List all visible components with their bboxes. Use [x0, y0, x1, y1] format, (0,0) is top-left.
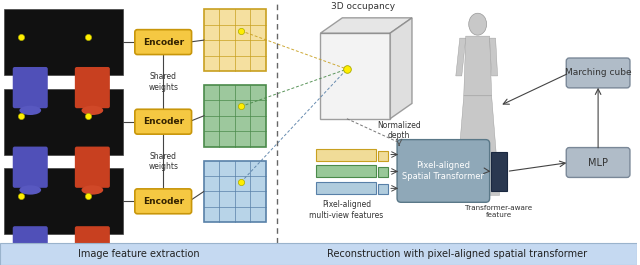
FancyBboxPatch shape	[566, 58, 630, 88]
Text: Marching cube: Marching cube	[564, 68, 632, 77]
FancyBboxPatch shape	[135, 109, 191, 134]
Text: Encoder: Encoder	[143, 38, 184, 47]
FancyBboxPatch shape	[75, 67, 110, 108]
Bar	[204, 9, 266, 71]
FancyBboxPatch shape	[135, 30, 191, 55]
FancyBboxPatch shape	[135, 189, 191, 214]
Text: Normalized
depth: Normalized depth	[377, 121, 421, 140]
Bar	[4, 89, 124, 154]
Polygon shape	[321, 18, 412, 33]
Bar	[204, 85, 266, 147]
Text: Shared
weights: Shared weights	[148, 152, 178, 171]
Text: 3D occupancy: 3D occupancy	[332, 2, 396, 11]
Bar	[491, 152, 506, 191]
Ellipse shape	[81, 185, 103, 195]
Bar	[316, 149, 376, 161]
Bar	[4, 9, 124, 75]
Polygon shape	[456, 38, 466, 76]
FancyBboxPatch shape	[13, 147, 48, 188]
Text: Encoder: Encoder	[143, 117, 184, 126]
Polygon shape	[456, 96, 500, 195]
Text: Transformer-aware
feature: Transformer-aware feature	[465, 205, 532, 218]
Text: Shared
weights: Shared weights	[148, 72, 178, 92]
Polygon shape	[390, 18, 412, 119]
Text: Pixel-aligned
multi-view features: Pixel-aligned multi-view features	[309, 200, 383, 220]
FancyBboxPatch shape	[75, 147, 110, 188]
Polygon shape	[464, 36, 492, 96]
FancyBboxPatch shape	[566, 148, 630, 178]
Text: MLP: MLP	[588, 157, 608, 167]
Polygon shape	[490, 38, 497, 76]
Bar	[378, 184, 388, 194]
Text: Pixel-aligned
Spatial Transformer: Pixel-aligned Spatial Transformer	[403, 161, 484, 181]
Polygon shape	[321, 33, 390, 119]
Bar	[378, 151, 388, 161]
Bar	[4, 169, 124, 234]
Bar	[204, 161, 266, 222]
Bar	[378, 167, 388, 178]
Ellipse shape	[468, 13, 486, 35]
FancyBboxPatch shape	[397, 140, 490, 202]
FancyBboxPatch shape	[75, 226, 110, 265]
Bar	[316, 182, 376, 194]
Bar	[0, 243, 637, 265]
FancyBboxPatch shape	[13, 226, 48, 265]
Ellipse shape	[81, 106, 103, 115]
Ellipse shape	[19, 185, 41, 195]
Text: Encoder: Encoder	[143, 197, 184, 206]
Text: Reconstruction with pixel-aligned spatial transformer: Reconstruction with pixel-aligned spatia…	[327, 249, 587, 259]
Bar	[316, 165, 376, 178]
Text: Image feature extraction: Image feature extraction	[77, 249, 199, 259]
Ellipse shape	[19, 106, 41, 115]
FancyBboxPatch shape	[13, 67, 48, 108]
